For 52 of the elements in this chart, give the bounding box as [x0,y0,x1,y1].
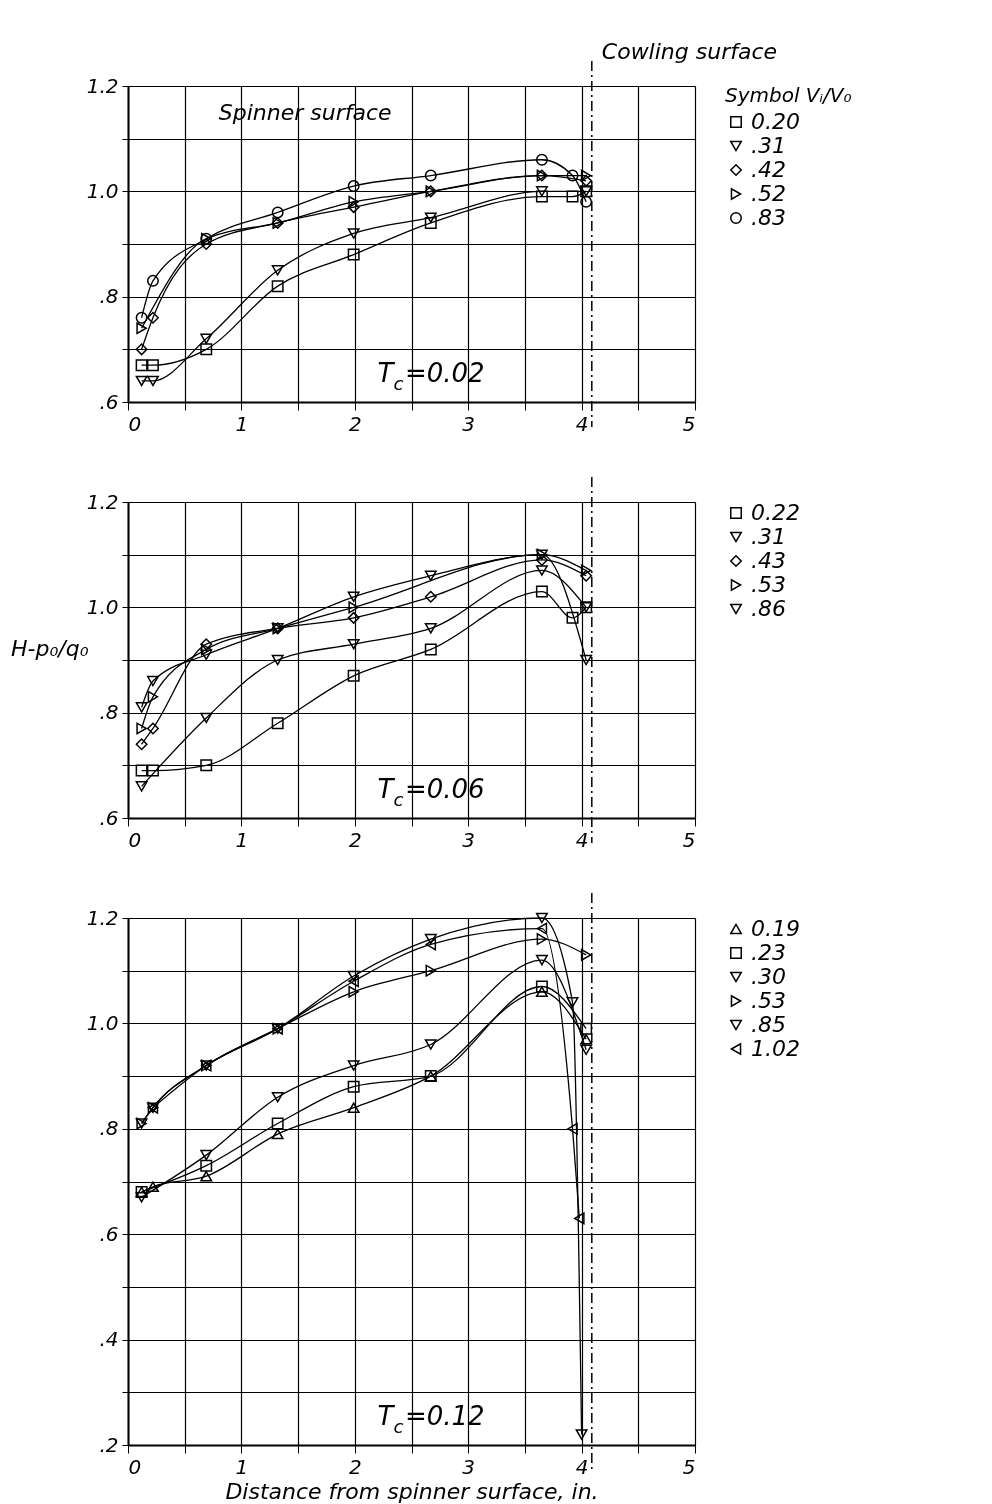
x-tick-label: 1 [235,411,249,436]
legend-label: .42 [751,157,786,182]
x-tick-label: 1 [235,827,249,852]
x-tick-label: 4 [575,827,589,852]
legend-label: 1.02 [751,1036,800,1061]
legend-label: .53 [751,988,786,1013]
y-tick-label: .6 [99,1221,119,1246]
x-tick-label: 5 [682,411,696,436]
y-tick-label: .6 [99,805,119,830]
legend-label: .30 [751,964,786,989]
legend-label: 0.20 [751,109,800,134]
ref-line-label: Cowling surface [601,39,778,64]
y-tick-label: .8 [99,1116,119,1141]
legend-label: 0.19 [751,916,800,941]
y-tick-label: 1.2 [86,905,119,930]
legend-label: .43 [751,548,786,573]
legend-label: 0.22 [751,500,800,525]
x-tick-label: 4 [575,1454,589,1479]
y-tick-label: .6 [99,389,119,414]
x-tick-label: 2 [348,1454,362,1479]
x-axis-title: Distance from spinner surface, in. [225,1478,599,1504]
x-tick-label: 0 [128,827,142,852]
y-tick-label: 1.2 [86,489,119,514]
x-tick-label: 2 [348,411,362,436]
x-tick-label: 1 [235,1454,249,1479]
legend-label: .52 [751,181,786,206]
legend-label: .53 [751,572,786,597]
legend-label: .31 [751,133,786,158]
x-tick-label: 3 [462,411,476,436]
legend-label: .83 [751,205,786,230]
x-tick-label: 3 [462,1454,476,1479]
y-tick-label: .4 [99,1327,119,1352]
legend-label: .86 [751,596,786,621]
x-tick-label: 5 [682,1454,696,1479]
y-tick-label: .2 [99,1432,119,1457]
legend-label: .31 [751,524,786,549]
y-tick-label: .8 [99,284,119,309]
x-tick-label: 0 [128,1454,142,1479]
x-tick-label: 0 [128,411,142,436]
y-tick-label: .8 [99,700,119,725]
y-tick-label: 1.0 [86,594,119,619]
y-tick-label: 1.2 [86,73,119,98]
x-tick-label: 2 [348,827,362,852]
x-tick-label: 3 [462,827,476,852]
x-tick-label: 5 [682,827,696,852]
y-axis-title: H-p₀/q₀ [11,635,89,661]
legend-title: Symbol Vᵢ/V₀ [725,83,852,107]
y-tick-label: 1.0 [86,178,119,203]
y-tick-label: 1.0 [86,1010,119,1035]
x-tick-label: 4 [575,411,589,436]
legend-label: .23 [751,940,786,965]
legend-label: .85 [751,1012,786,1037]
